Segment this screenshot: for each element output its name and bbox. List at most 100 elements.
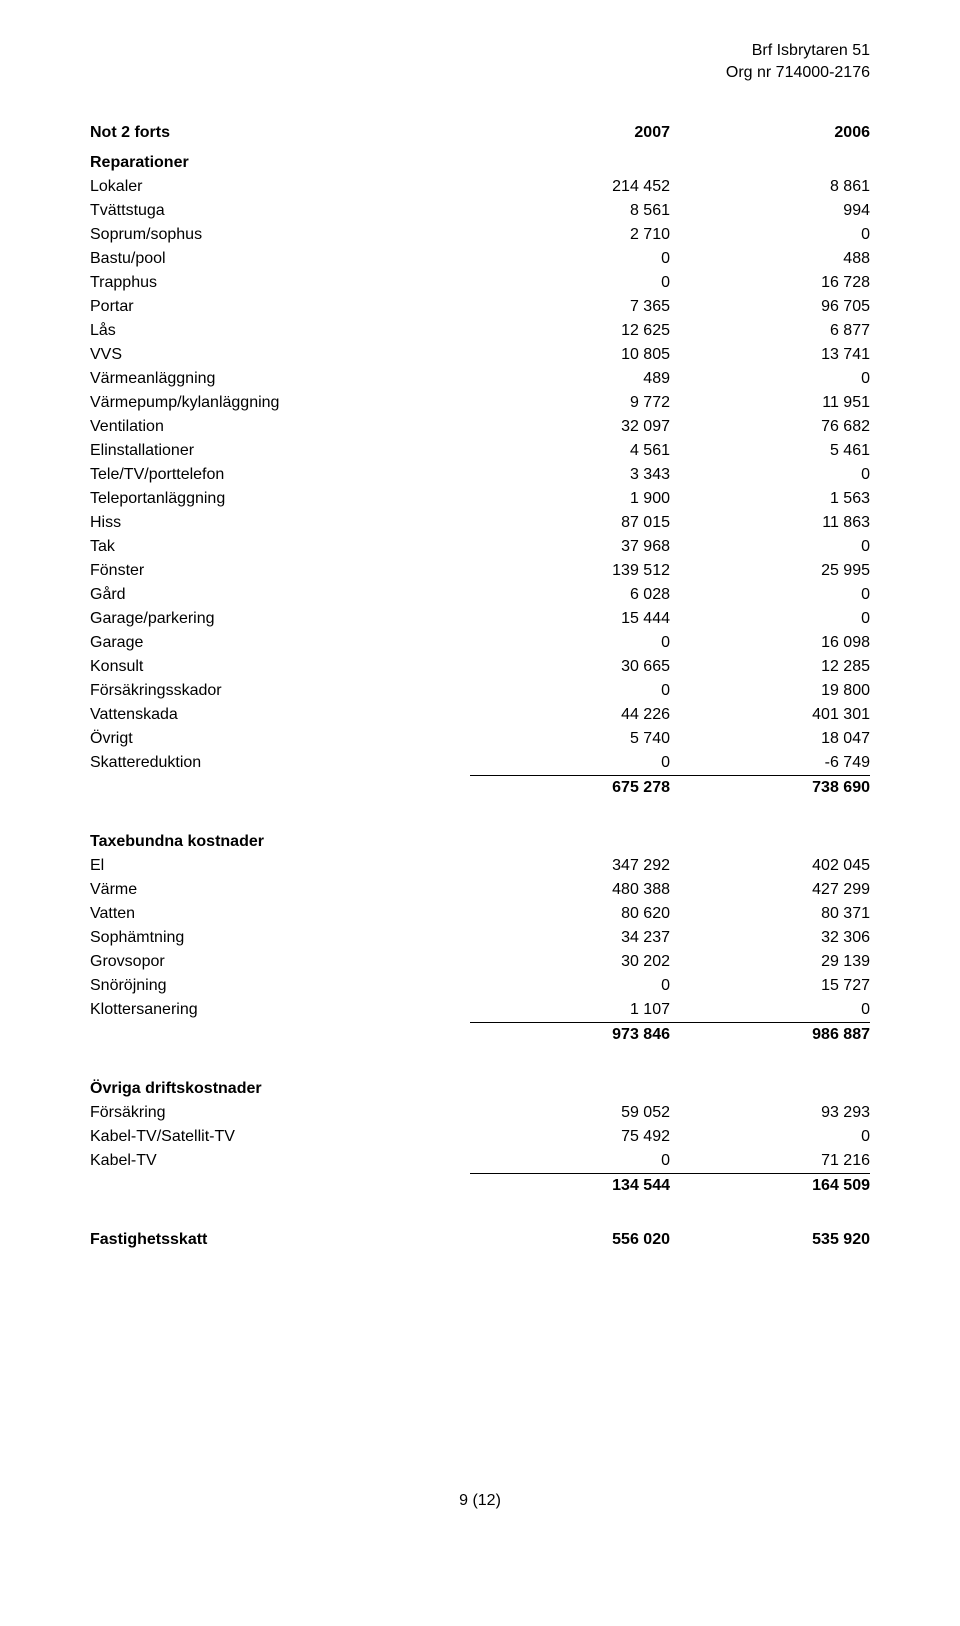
row-value-1: 0 <box>470 247 670 271</box>
table-row: Tele/TV/porttelefon3 3430 <box>90 463 870 487</box>
row-label: Fönster <box>90 559 470 583</box>
row-value-2: 15 727 <box>670 974 870 998</box>
row-label: Försäkring <box>90 1101 470 1125</box>
row-label: Tak <box>90 535 470 559</box>
row-value-2: 0 <box>670 367 870 391</box>
row-value-1: 32 097 <box>470 415 670 439</box>
table-row: Tvättstuga8 561994 <box>90 199 870 223</box>
row-label: Garage <box>90 631 470 655</box>
total-row: 134 544164 509 <box>90 1173 870 1198</box>
row-label: Värmeanläggning <box>90 367 470 391</box>
row-value-1: 489 <box>470 367 670 391</box>
row-value-2: 994 <box>670 199 870 223</box>
document-header: Brf Isbrytaren 51 Org nr 714000-2176 <box>90 40 870 85</box>
row-value-1: 34 237 <box>470 926 670 950</box>
row-value-2: 427 299 <box>670 878 870 902</box>
row-value-2: 5 461 <box>670 439 870 463</box>
table-row: Elinstallationer4 5615 461 <box>90 439 870 463</box>
section-block: Övriga driftskostnaderFörsäkring59 05293… <box>90 1077 870 1198</box>
table-row: Värmepump/kylanläggning9 77211 951 <box>90 391 870 415</box>
row-label: Bastu/pool <box>90 247 470 271</box>
row-value-2: 76 682 <box>670 415 870 439</box>
row-value-1: 0 <box>470 271 670 295</box>
row-label: Försäkringsskador <box>90 679 470 703</box>
row-value-1: 0 <box>470 1149 670 1173</box>
table-row: Grovsopor30 20229 139 <box>90 950 870 974</box>
total-value-1: 134 544 <box>470 1173 670 1198</box>
row-value-1: 5 740 <box>470 727 670 751</box>
total-value-1: 675 278 <box>470 775 670 800</box>
row-value-2: 19 800 <box>670 679 870 703</box>
table-row: Lokaler214 4528 861 <box>90 175 870 199</box>
row-value-2: 12 285 <box>670 655 870 679</box>
row-value-1: 6 028 <box>470 583 670 607</box>
total-label <box>90 1022 470 1047</box>
row-value-1: 0 <box>470 679 670 703</box>
row-value-2: 0 <box>670 463 870 487</box>
row-label: Vattenskada <box>90 703 470 727</box>
total-value-2: 986 887 <box>670 1022 870 1047</box>
row-value-2: 16 728 <box>670 271 870 295</box>
row-value-2: 93 293 <box>670 1101 870 1125</box>
row-label: Snöröjning <box>90 974 470 998</box>
final-label: Fastighetsskatt <box>90 1228 470 1252</box>
fastighetsskatt-row: Fastighetsskatt 556 020 535 920 <box>90 1228 870 1252</box>
row-label: Kabel-TV <box>90 1149 470 1173</box>
row-value-2: 18 047 <box>670 727 870 751</box>
row-value-1: 4 561 <box>470 439 670 463</box>
row-value-2: 488 <box>670 247 870 271</box>
table-row: Konsult30 66512 285 <box>90 655 870 679</box>
row-label: Portar <box>90 295 470 319</box>
table-row: Garage016 098 <box>90 631 870 655</box>
title-row: Not 2 forts 2007 2006 <box>90 121 870 145</box>
table-row: Kabel-TV/Satellit-TV75 4920 <box>90 1125 870 1149</box>
table-row: Fönster139 51225 995 <box>90 559 870 583</box>
row-value-1: 30 665 <box>470 655 670 679</box>
total-label <box>90 1173 470 1198</box>
row-value-2: 11 863 <box>670 511 870 535</box>
row-value-1: 347 292 <box>470 854 670 878</box>
row-value-1: 15 444 <box>470 607 670 631</box>
table-row: Lås12 6256 877 <box>90 319 870 343</box>
row-value-1: 12 625 <box>470 319 670 343</box>
row-value-1: 75 492 <box>470 1125 670 1149</box>
row-value-1: 8 561 <box>470 199 670 223</box>
section-title: Taxebundna kostnader <box>90 830 470 854</box>
row-value-1: 2 710 <box>470 223 670 247</box>
row-value-2: 11 951 <box>670 391 870 415</box>
table-row: Garage/parkering15 4440 <box>90 607 870 631</box>
row-value-2: 13 741 <box>670 343 870 367</box>
row-value-2: -6 749 <box>670 751 870 775</box>
row-label: Elinstallationer <box>90 439 470 463</box>
row-label: El <box>90 854 470 878</box>
table-row: Kabel-TV071 216 <box>90 1149 870 1173</box>
table-row: Sophämtning34 23732 306 <box>90 926 870 950</box>
row-value-1: 480 388 <box>470 878 670 902</box>
table-row: Trapphus016 728 <box>90 271 870 295</box>
row-value-1: 59 052 <box>470 1101 670 1125</box>
row-value-1: 1 900 <box>470 487 670 511</box>
section-title-row: Övriga driftskostnader <box>90 1077 870 1101</box>
row-label: Konsult <box>90 655 470 679</box>
row-value-1: 214 452 <box>470 175 670 199</box>
row-value-2: 71 216 <box>670 1149 870 1173</box>
row-label: Sophämtning <box>90 926 470 950</box>
year-col-2: 2006 <box>670 121 870 145</box>
row-label: Vatten <box>90 902 470 926</box>
row-value-1: 30 202 <box>470 950 670 974</box>
table-row: Försäkring59 05293 293 <box>90 1101 870 1125</box>
row-label: Tvättstuga <box>90 199 470 223</box>
total-value-2: 164 509 <box>670 1173 870 1198</box>
row-value-2: 80 371 <box>670 902 870 926</box>
row-value-2: 8 861 <box>670 175 870 199</box>
table-row: Försäkringsskador019 800 <box>90 679 870 703</box>
year-col-1: 2007 <box>470 121 670 145</box>
row-value-2: 0 <box>670 535 870 559</box>
total-row: 675 278738 690 <box>90 775 870 800</box>
table-row: Teleportanläggning1 9001 563 <box>90 487 870 511</box>
table-row: Värme480 388427 299 <box>90 878 870 902</box>
final-v1: 556 020 <box>470 1228 670 1252</box>
row-value-2: 32 306 <box>670 926 870 950</box>
table-row: Tak37 9680 <box>90 535 870 559</box>
table-row: Vatten80 62080 371 <box>90 902 870 926</box>
